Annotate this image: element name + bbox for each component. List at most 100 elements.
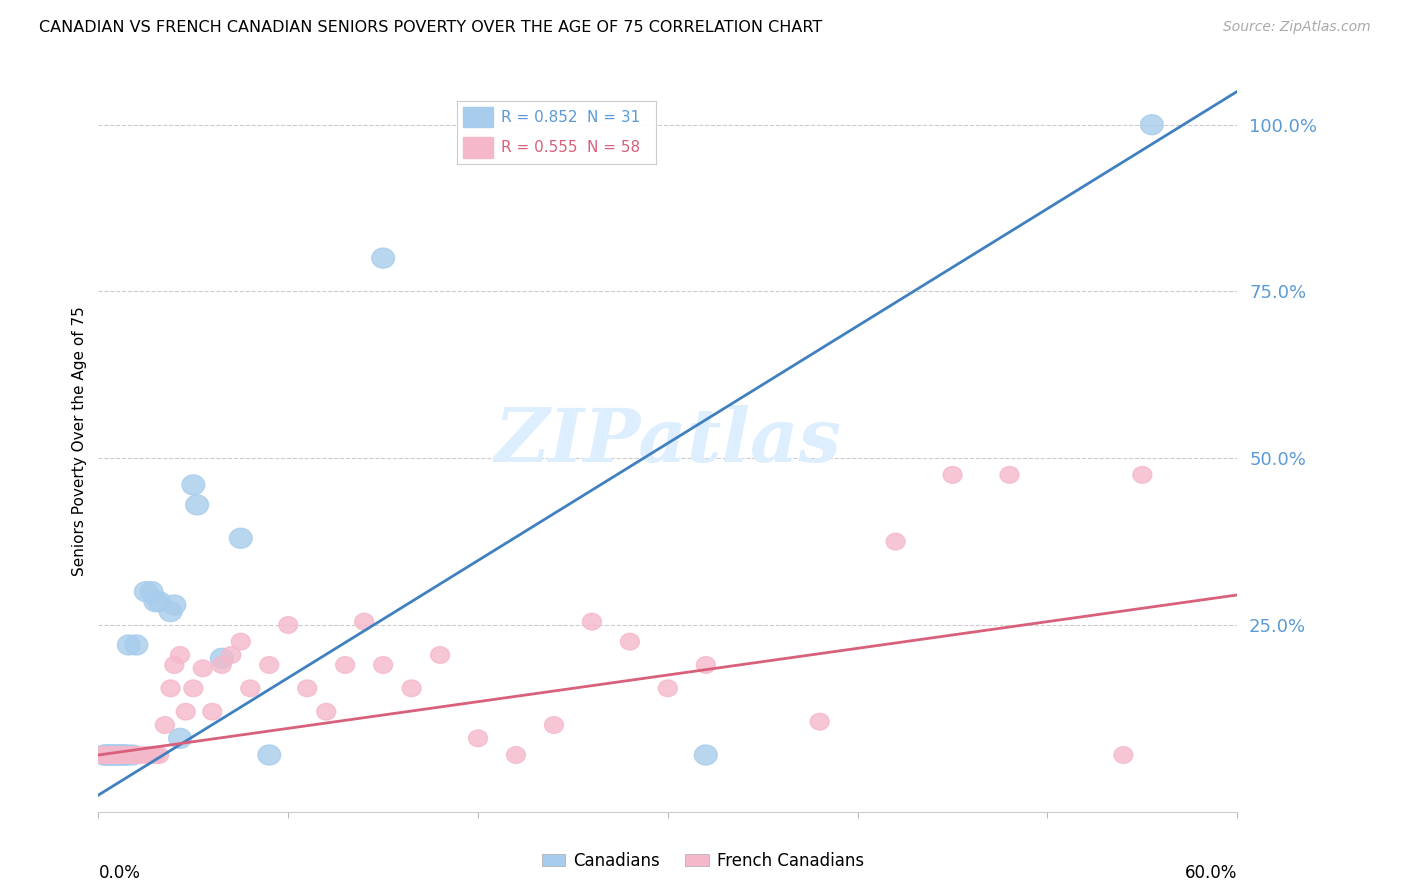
- Ellipse shape: [118, 747, 136, 764]
- Ellipse shape: [240, 680, 260, 697]
- Ellipse shape: [120, 747, 138, 764]
- Ellipse shape: [111, 747, 131, 764]
- Ellipse shape: [402, 680, 422, 697]
- Ellipse shape: [141, 582, 163, 601]
- Ellipse shape: [111, 745, 135, 765]
- Ellipse shape: [93, 747, 111, 764]
- Ellipse shape: [211, 648, 233, 668]
- Ellipse shape: [136, 747, 156, 764]
- Text: R = 0.852: R = 0.852: [501, 110, 578, 125]
- Ellipse shape: [316, 703, 336, 720]
- Text: 60.0%: 60.0%: [1185, 863, 1237, 881]
- Ellipse shape: [103, 747, 121, 764]
- Text: N = 58: N = 58: [586, 140, 640, 154]
- Ellipse shape: [371, 248, 395, 268]
- Legend: Canadians, French Canadians: Canadians, French Canadians: [536, 846, 870, 877]
- Ellipse shape: [544, 716, 564, 733]
- Ellipse shape: [582, 614, 602, 630]
- Ellipse shape: [104, 745, 127, 765]
- Ellipse shape: [115, 745, 138, 765]
- Ellipse shape: [336, 657, 354, 673]
- Text: R = 0.555: R = 0.555: [501, 140, 578, 154]
- Ellipse shape: [886, 533, 905, 550]
- Ellipse shape: [100, 747, 120, 764]
- Ellipse shape: [103, 745, 125, 765]
- Ellipse shape: [131, 747, 149, 764]
- Ellipse shape: [194, 660, 212, 677]
- Ellipse shape: [124, 747, 142, 764]
- Ellipse shape: [114, 747, 132, 764]
- Ellipse shape: [695, 745, 717, 765]
- Ellipse shape: [148, 591, 170, 612]
- Ellipse shape: [93, 745, 115, 765]
- Ellipse shape: [943, 467, 962, 483]
- Ellipse shape: [658, 680, 678, 697]
- Ellipse shape: [202, 703, 222, 720]
- Text: ZIPatlas: ZIPatlas: [495, 405, 841, 478]
- Ellipse shape: [181, 475, 205, 495]
- Ellipse shape: [114, 745, 136, 765]
- Bar: [463, 107, 494, 128]
- Ellipse shape: [1000, 467, 1019, 483]
- Ellipse shape: [696, 657, 716, 673]
- Ellipse shape: [1133, 467, 1152, 483]
- Ellipse shape: [110, 745, 132, 765]
- Ellipse shape: [232, 633, 250, 650]
- Ellipse shape: [176, 703, 195, 720]
- Ellipse shape: [146, 747, 165, 764]
- Ellipse shape: [260, 657, 278, 673]
- Ellipse shape: [108, 745, 131, 765]
- Ellipse shape: [156, 716, 174, 733]
- Y-axis label: Seniors Poverty Over the Age of 75: Seniors Poverty Over the Age of 75: [72, 307, 87, 576]
- Ellipse shape: [257, 745, 281, 765]
- Ellipse shape: [374, 657, 392, 673]
- Ellipse shape: [186, 495, 208, 515]
- Ellipse shape: [143, 591, 167, 612]
- Ellipse shape: [222, 647, 240, 664]
- Ellipse shape: [98, 745, 121, 765]
- Ellipse shape: [170, 647, 190, 664]
- Ellipse shape: [163, 595, 186, 615]
- Ellipse shape: [110, 747, 129, 764]
- Ellipse shape: [104, 747, 124, 764]
- Ellipse shape: [121, 745, 143, 765]
- Ellipse shape: [810, 714, 830, 730]
- Ellipse shape: [165, 657, 184, 673]
- Text: Source: ZipAtlas.com: Source: ZipAtlas.com: [1223, 20, 1371, 34]
- Text: 0.0%: 0.0%: [98, 863, 141, 881]
- Ellipse shape: [212, 657, 232, 673]
- Ellipse shape: [298, 680, 316, 697]
- Ellipse shape: [127, 747, 146, 764]
- Ellipse shape: [108, 747, 127, 764]
- Text: CANADIAN VS FRENCH CANADIAN SENIORS POVERTY OVER THE AGE OF 75 CORRELATION CHART: CANADIAN VS FRENCH CANADIAN SENIORS POVE…: [39, 20, 823, 35]
- Ellipse shape: [162, 680, 180, 697]
- Ellipse shape: [620, 633, 640, 650]
- Bar: [463, 136, 494, 158]
- Ellipse shape: [468, 730, 488, 747]
- Ellipse shape: [159, 601, 181, 622]
- Ellipse shape: [125, 747, 143, 764]
- Ellipse shape: [142, 747, 162, 764]
- Ellipse shape: [118, 635, 141, 655]
- Ellipse shape: [98, 747, 118, 764]
- Ellipse shape: [97, 745, 120, 765]
- Text: N = 31: N = 31: [586, 110, 640, 125]
- Ellipse shape: [1140, 115, 1163, 135]
- Ellipse shape: [135, 582, 157, 601]
- Ellipse shape: [169, 729, 191, 748]
- Ellipse shape: [105, 747, 125, 764]
- Ellipse shape: [97, 747, 115, 764]
- Ellipse shape: [1114, 747, 1133, 764]
- Ellipse shape: [125, 635, 148, 655]
- Ellipse shape: [354, 614, 374, 630]
- Ellipse shape: [430, 647, 450, 664]
- Ellipse shape: [121, 747, 141, 764]
- Ellipse shape: [149, 747, 169, 764]
- Ellipse shape: [506, 747, 526, 764]
- Ellipse shape: [94, 745, 118, 765]
- Ellipse shape: [115, 747, 135, 764]
- Ellipse shape: [184, 680, 202, 697]
- Ellipse shape: [105, 745, 129, 765]
- Ellipse shape: [278, 616, 298, 633]
- Ellipse shape: [94, 747, 114, 764]
